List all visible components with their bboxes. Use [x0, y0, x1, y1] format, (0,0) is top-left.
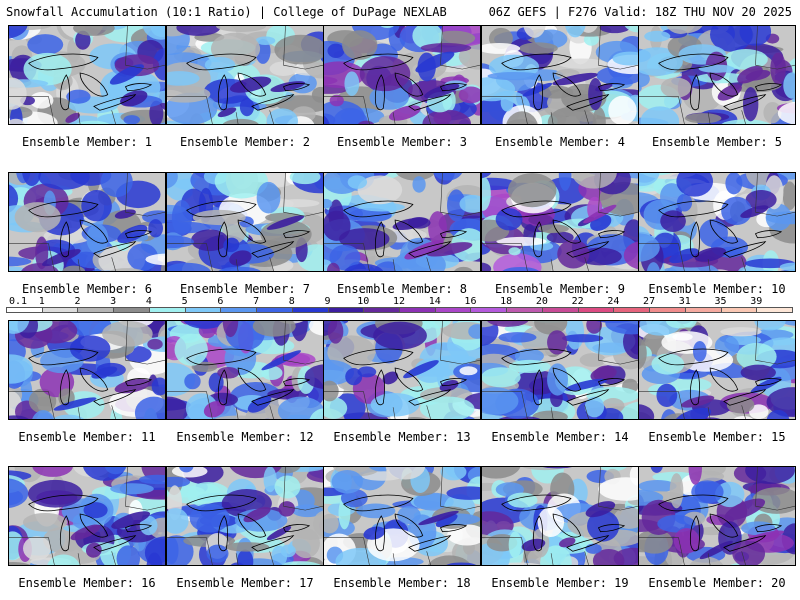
scale-tick-label: 14: [428, 296, 441, 307]
ensemble-member-map: [323, 466, 481, 566]
ensemble-member-map: [166, 25, 324, 125]
snowfall-color-scale: 0.1 1 2 3 4 5 6 7 8 9 10 12 14 16 18 20 22 24 27 31 35 39: [6, 296, 793, 318]
scale-color-box: [613, 307, 651, 313]
ensemble-member-label: Ensemble Member: 8: [336, 282, 468, 296]
scale-color-box: [41, 307, 79, 313]
ensemble-member-label: Ensemble Member: 14: [491, 430, 629, 444]
run-valid-time: 06Z GEFS | F276 Valid: 18Z THU NOV 20 20…: [488, 5, 792, 19]
ensemble-member-label: Ensemble Member: 3: [336, 135, 468, 149]
ensemble-member-map: [638, 172, 796, 272]
scale-tick-label: 39: [750, 296, 763, 307]
scale-color-box: [148, 307, 186, 313]
scale-color-box: [399, 307, 436, 313]
scale-color-box: [649, 307, 686, 313]
scale-color-box: [541, 307, 579, 313]
scale-tick-label: 8: [288, 296, 295, 307]
ensemble-member-label: Ensemble Member: 2: [179, 135, 311, 149]
scale-tick-label: 0.1: [8, 296, 28, 307]
scale-color-box: [470, 307, 508, 313]
scale-tick-label: 6: [217, 296, 224, 307]
chart-title: Snowfall Accumulation (10:1 Ratio) | Col…: [6, 5, 447, 19]
scale-tick-label: 7: [253, 296, 260, 307]
scale-tick-label: 3: [110, 296, 117, 307]
ensemble-member-map: [166, 320, 324, 420]
scale-color-box: [577, 307, 615, 313]
ensemble-member-label: Ensemble Member: 15: [648, 430, 786, 444]
ensemble-member-map: [166, 466, 324, 566]
scale-tick-label: 22: [571, 296, 584, 307]
ensemble-member-map: [481, 466, 639, 566]
ensemble-member-label: Ensemble Member: 18: [333, 576, 471, 590]
ensemble-member-label: Ensemble Member: 19: [491, 576, 629, 590]
scale-tick-label: 2: [74, 296, 81, 307]
ensemble-member-map: [8, 466, 166, 566]
scale-color-box: [756, 307, 793, 313]
ensemble-member-label: Ensemble Member: 10: [648, 282, 786, 296]
ensemble-member-map: [166, 172, 324, 272]
ensemble-member-label: Ensemble Member: 1: [21, 135, 153, 149]
ensemble-member-label: Ensemble Member: 6: [21, 282, 153, 296]
ensemble-member-label: Ensemble Member: 9: [494, 282, 626, 296]
scale-tick-label: 18: [500, 296, 513, 307]
ensemble-member-map: [638, 25, 796, 125]
ensemble-member-label: Ensemble Member: 20: [648, 576, 786, 590]
ensemble-member-label: Ensemble Member: 7: [179, 282, 311, 296]
ensemble-member-map: [8, 25, 166, 125]
ensemble-member-label: Ensemble Member: 17: [176, 576, 314, 590]
ensemble-member-map: [323, 172, 481, 272]
scale-color-box: [684, 307, 722, 313]
ensemble-member-map: [638, 466, 796, 566]
scale-tick-label: 20: [535, 296, 548, 307]
scale-color-box: [720, 307, 758, 313]
ensemble-member-label: Ensemble Member: 4: [494, 135, 626, 149]
ensemble-member-label: Ensemble Member: 11: [18, 430, 156, 444]
ensemble-member-map: [638, 320, 796, 420]
scale-color-box: [327, 307, 365, 313]
scale-tick-label: 35: [714, 296, 727, 307]
scale-color-box: [434, 307, 472, 313]
scale-tick-label: 5: [181, 296, 188, 307]
scale-color-box: [291, 307, 329, 313]
scale-color-box: [6, 307, 43, 313]
ensemble-member-map: [481, 25, 639, 125]
ensemble-member-label: Ensemble Member: 16: [18, 576, 156, 590]
scale-tick-label: 24: [607, 296, 620, 307]
scale-tick-label: 1: [38, 296, 45, 307]
scale-tick-label: 16: [464, 296, 477, 307]
ensemble-member-map: [8, 172, 166, 272]
ensemble-member-label: Ensemble Member: 5: [651, 135, 783, 149]
ensemble-member-map: [481, 172, 639, 272]
ensemble-member-map: [323, 25, 481, 125]
scale-color-box: [113, 307, 150, 313]
ensemble-member-map: [8, 320, 166, 420]
scale-tick-label: 27: [643, 296, 656, 307]
scale-color-box: [506, 307, 543, 313]
scale-color-box: [363, 307, 400, 313]
ensemble-member-label: Ensemble Member: 12: [176, 430, 314, 444]
ensemble-member-label: Ensemble Member: 13: [333, 430, 471, 444]
scale-tick-label: 9: [324, 296, 331, 307]
scale-color-box: [184, 307, 222, 313]
scale-tick-label: 12: [392, 296, 406, 307]
ensemble-member-map: [481, 320, 639, 420]
ensemble-member-map: [323, 320, 481, 420]
scale-tick-label: 4: [145, 296, 152, 307]
scale-tick-label: 10: [357, 296, 370, 307]
scale-color-box: [77, 307, 115, 313]
scale-color-box: [220, 307, 258, 313]
scale-tick-label: 31: [678, 296, 691, 307]
scale-color-box: [256, 307, 293, 313]
